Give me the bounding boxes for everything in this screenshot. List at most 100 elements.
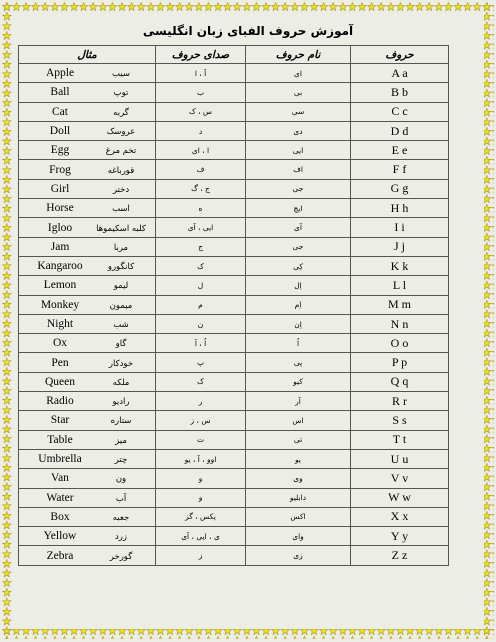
example: گاو Ox — [18, 333, 156, 354]
example-fa: قورباغه — [107, 165, 135, 176]
example-en: Night — [46, 318, 74, 330]
row: D d دی د عروسک Doll — [18, 120, 449, 142]
example-fa: رادیو — [112, 397, 130, 408]
letter-sound: ک — [155, 255, 246, 277]
example-fa: ستاره — [110, 416, 132, 427]
example-en: Apple — [45, 67, 75, 80]
row: S s اس س ، ز ستاره Star — [18, 410, 449, 431]
example-en: Jam — [50, 240, 70, 253]
letter-sound: آ ، ا — [155, 62, 246, 84]
letter-sound: ن — [155, 313, 246, 335]
example-en: Doll — [49, 125, 71, 138]
example: گربه Cat — [18, 101, 156, 122]
row: M m اِم م میمون Monkey — [18, 294, 449, 315]
example-fa: گورخر — [109, 551, 133, 562]
letter-sound: س ، ز — [155, 410, 246, 431]
letters: V v — [350, 468, 449, 489]
example-en: Water — [46, 491, 74, 504]
letter-sound: ا ، ای — [155, 140, 246, 161]
letter-sound: و — [155, 487, 246, 508]
example-en: Pen — [51, 356, 69, 369]
letters: L l — [350, 275, 449, 296]
row: V v وی و ون Van — [18, 468, 449, 489]
example-fa: شب — [113, 320, 129, 330]
example: گورخر Zebra — [18, 545, 156, 566]
letters: P p — [350, 352, 449, 373]
example-en: Monkey — [40, 298, 80, 311]
letter-name: ایچ — [245, 198, 351, 219]
letter-name: دی — [245, 120, 351, 142]
letter-name: ایی — [245, 140, 351, 161]
header-cell: نام حروف — [245, 45, 351, 64]
row: X x اکس یکس ، گز جعبه Box — [18, 506, 449, 528]
letters: Q q — [350, 371, 449, 393]
example-fa: کلبه اسکیموها — [96, 223, 146, 234]
example-fa: چتر — [114, 455, 128, 466]
row: R r آر ر رادیو Radio — [18, 391, 449, 412]
example: آب Water — [18, 487, 156, 508]
letter-name: اِل — [245, 275, 351, 296]
letters: C c — [350, 101, 449, 122]
example-fa: جعبه — [112, 512, 130, 523]
example-fa: توپ — [113, 88, 129, 99]
letters: G g — [350, 178, 449, 200]
example-fa: ملکه — [112, 377, 130, 388]
example-fa: ون — [115, 474, 127, 485]
letter-sound: ر — [155, 391, 246, 412]
example: سیب Apple — [18, 62, 156, 84]
example-fa: سیب — [111, 69, 131, 80]
letter-name: اکس — [245, 506, 351, 528]
example-fa: آب — [115, 493, 127, 504]
letter-name: ای — [245, 62, 351, 84]
header-cell: صدای حروف — [155, 45, 246, 64]
letter-sound: ف — [155, 159, 246, 180]
letter-sound: ل — [155, 275, 246, 296]
example: شب Night — [18, 313, 156, 335]
row: J j جی ج مربا Jam — [18, 236, 449, 257]
letter-sound: اُ ، آ — [155, 333, 246, 354]
row: H h ایچ ه اسب Horse — [18, 198, 449, 219]
letter-name: سی — [245, 101, 351, 122]
example-en: Van — [51, 472, 69, 485]
letter-sound: و — [155, 468, 246, 489]
row: O o اُ اُ ، آ گاو Ox — [18, 333, 449, 354]
example-en: Cat — [52, 105, 68, 118]
row: Z z زی ز گورخر Zebra — [18, 545, 449, 566]
letter-name: پی — [245, 352, 351, 373]
letter-name: جی — [245, 178, 351, 200]
example: زرد Yellow — [18, 526, 156, 547]
example-en: Kangaroo — [37, 260, 83, 273]
letter-name: اِم — [245, 294, 351, 315]
letter-sound: ب — [155, 82, 246, 103]
example: ستاره Star — [18, 410, 156, 431]
row: I i آی ایی ، آی کلبه اسکیموها Igloo — [18, 217, 449, 238]
letter-sound: پ — [155, 352, 246, 373]
example: جعبه Box — [18, 506, 156, 528]
row: F f اف ف قورباغه Frog — [18, 159, 449, 180]
row: T t تی ت میز Table — [18, 429, 449, 450]
letters: S s — [350, 410, 449, 431]
letters: F f — [350, 159, 449, 180]
example: رادیو Radio — [18, 391, 156, 412]
letter-name: دابلیو — [245, 487, 351, 508]
example-fa: تخم مرغ — [105, 146, 137, 157]
row: G g جی ج ، گ دختر Girl — [18, 178, 449, 200]
example-en: Radio — [46, 395, 74, 408]
example-en: Egg — [50, 144, 70, 157]
example-fa: گاو — [115, 339, 127, 350]
example: اسب Horse — [18, 198, 156, 219]
example-en: Zebra — [46, 549, 74, 562]
row: K k کِی ک کانگورو Kangaroo — [18, 255, 449, 277]
header-cell: مثال — [18, 45, 156, 64]
row: B b بی ب توپ Ball — [18, 82, 449, 103]
letter-sound: ک — [155, 371, 246, 393]
example: عروسک Doll — [18, 120, 156, 142]
letter-name: وای — [245, 526, 351, 547]
letters: E e — [350, 140, 449, 161]
letter-sound: ی ، ایی ، آی — [155, 526, 246, 547]
letter-name: اِن — [245, 313, 351, 335]
example: کلبه اسکیموها Igloo — [18, 217, 156, 238]
example: مربا Jam — [18, 236, 156, 257]
